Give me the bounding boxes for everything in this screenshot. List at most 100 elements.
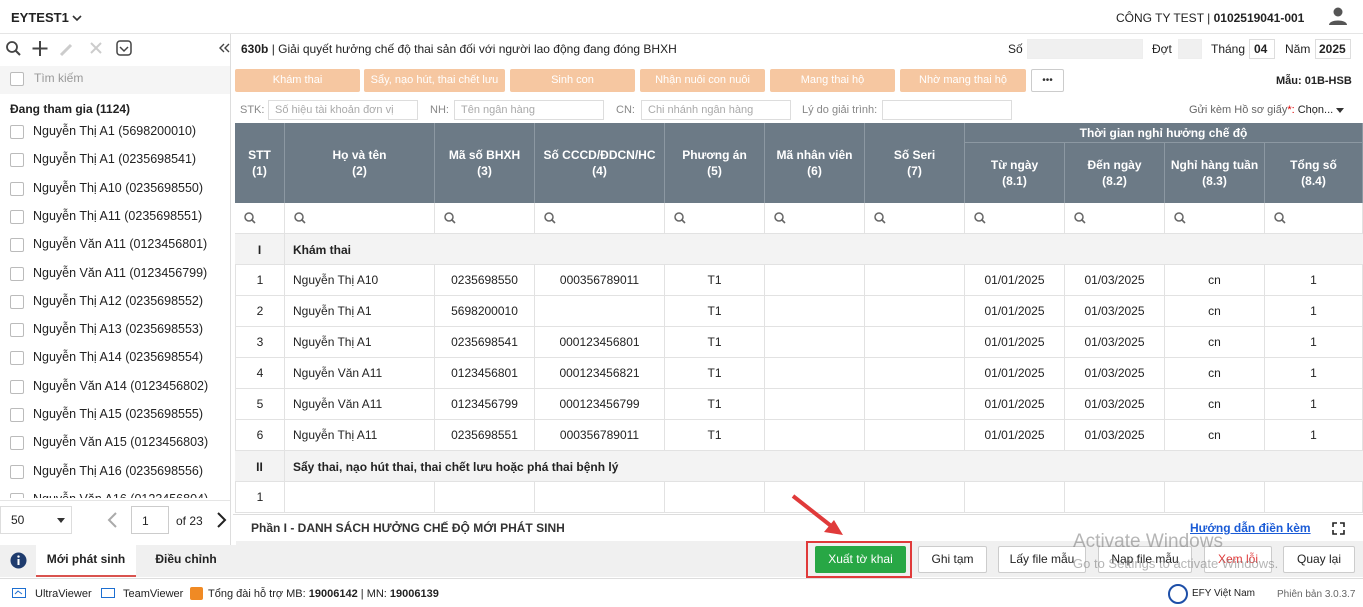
checkbox[interactable] [10, 238, 24, 253]
employee-item[interactable]: Nguyễn Văn A11 (0123456801) [33, 237, 208, 252]
table-cell[interactable]: 1 [1265, 389, 1363, 420]
table-cell[interactable]: cn [1165, 389, 1265, 420]
stk-input[interactable]: Số hiệu tài khoản đơn vị [268, 100, 418, 120]
search-icon[interactable] [6, 41, 21, 56]
table-cell[interactable]: 01/03/2025 [1065, 265, 1165, 296]
employee-item[interactable]: Nguyễn Thị A1 (5698200010) [33, 124, 197, 138]
filter-cell[interactable] [1165, 203, 1265, 234]
info-icon[interactable] [10, 552, 27, 569]
checkbox[interactable] [10, 436, 24, 451]
table-cell[interactable]: 2 [235, 296, 285, 327]
table-cell[interactable] [765, 296, 865, 327]
user-icon[interactable] [1328, 6, 1348, 26]
checkbox[interactable] [10, 181, 24, 196]
table-cell[interactable]: T1 [665, 265, 765, 296]
table-cell[interactable]: 01/03/2025 [1065, 358, 1165, 389]
table-cell[interactable]: 5 [235, 389, 285, 420]
delete-icon[interactable] [90, 42, 102, 54]
table-cell[interactable]: 1 [235, 265, 285, 296]
filter-cell[interactable] [235, 203, 285, 234]
table-cell[interactable]: 1 [1265, 327, 1363, 358]
edit-icon[interactable] [59, 43, 73, 57]
table-cell[interactable]: 01/03/2025 [1065, 327, 1165, 358]
employee-item[interactable]: Nguyễn Thị A1 (0235698541) [33, 152, 197, 167]
table-cell[interactable]: 0235698551 [435, 420, 535, 451]
table-cell[interactable]: 6 [235, 420, 285, 451]
table-cell[interactable]: Nguyễn Thị A10 [285, 265, 435, 296]
table-cell[interactable]: 01/01/2025 [965, 358, 1065, 389]
table-cell[interactable]: Nguyễn Thị A1 [285, 296, 435, 327]
table-cell[interactable]: 1 [235, 482, 285, 513]
table-cell[interactable]: 1 [1265, 420, 1363, 451]
nh-input[interactable]: Tên ngân hàng [454, 100, 604, 120]
tab-new[interactable]: Mới phát sinh [36, 545, 136, 577]
table-cell[interactable]: cn [1165, 265, 1265, 296]
checkbox[interactable] [10, 294, 24, 309]
table-cell[interactable]: Nguyễn Thị A11 [285, 420, 435, 451]
action-button[interactable]: Xem lỗi [1204, 546, 1272, 573]
table-cell[interactable]: cn [1165, 327, 1265, 358]
table-cell[interactable]: 000356789011 [535, 420, 665, 451]
checkbox[interactable] [10, 209, 24, 224]
filter-cell[interactable] [435, 203, 535, 234]
checkbox[interactable] [10, 379, 24, 394]
action-button[interactable]: Xuất tờ khai [815, 546, 906, 573]
table-cell[interactable]: 01/01/2025 [965, 296, 1065, 327]
guide-link[interactable]: Hướng dẫn điền kèm [1190, 521, 1311, 535]
ultraviewer[interactable]: UltraViewer [35, 588, 92, 600]
table-cell[interactable]: 01/03/2025 [1065, 296, 1165, 327]
action-button[interactable]: Ghi tạm [918, 546, 987, 573]
collapse-icon[interactable] [219, 43, 230, 53]
table-cell[interactable]: 000123456801 [535, 327, 665, 358]
checkbox[interactable] [10, 153, 24, 168]
table-cell[interactable] [535, 482, 665, 513]
teamviewer[interactable]: TeamViewer [123, 588, 184, 600]
section-tab[interactable]: Nhờ mang thai hộ [900, 69, 1026, 92]
table-cell[interactable]: cn [1165, 420, 1265, 451]
table-cell[interactable]: 01/03/2025 [1065, 389, 1165, 420]
table-cell[interactable]: 5698200010 [435, 296, 535, 327]
checkbox[interactable] [10, 464, 24, 479]
section-tab[interactable]: Sinh con [510, 69, 635, 92]
page-size[interactable]: 50 [0, 506, 72, 534]
checkbox[interactable] [10, 125, 24, 139]
prev-page[interactable] [106, 511, 118, 529]
checkbox[interactable] [10, 323, 24, 338]
employee-item[interactable]: Nguyễn Thị A10 (0235698550) [33, 180, 204, 195]
ly-do-input[interactable] [882, 100, 1012, 120]
action-button[interactable]: Quay lại [1283, 546, 1355, 573]
table-cell[interactable] [1265, 482, 1363, 513]
employee-item[interactable]: Nguyễn Văn A16 (0123456804) [33, 492, 208, 498]
so-input[interactable] [1027, 39, 1143, 59]
checkbox[interactable] [10, 408, 24, 422]
table-cell[interactable] [865, 482, 965, 513]
table-cell[interactable]: T1 [665, 296, 765, 327]
table-cell[interactable] [285, 482, 435, 513]
app-selector[interactable]: EYTEST1 [11, 10, 82, 25]
section-tab[interactable]: Sẩy, nạo hút, thai chết lưu [364, 69, 505, 92]
filter-cell[interactable] [1065, 203, 1165, 234]
employee-item[interactable]: Nguyễn Văn A15 (0123456803) [33, 435, 209, 450]
table-cell[interactable] [865, 420, 965, 451]
table-cell[interactable]: 1 [1265, 358, 1363, 389]
next-page[interactable] [216, 511, 228, 529]
action-button[interactable]: Lấy file mẫu [998, 546, 1086, 573]
table-cell[interactable]: T1 [665, 420, 765, 451]
fullscreen-icon[interactable] [1332, 522, 1345, 535]
table-cell[interactable]: 1 [1265, 296, 1363, 327]
table-cell[interactable]: 000123456799 [535, 389, 665, 420]
table-cell[interactable]: 3 [235, 327, 285, 358]
table-cell[interactable] [1165, 482, 1265, 513]
table-cell[interactable]: 1 [1265, 265, 1363, 296]
select-all-checkbox[interactable] [10, 72, 24, 86]
more-tabs[interactable]: ••• [1031, 69, 1064, 92]
filter-cell[interactable] [965, 203, 1065, 234]
section-tab[interactable]: Nhận nuôi con nuôi [640, 69, 765, 92]
employee-item[interactable]: Nguyễn Thị A12 (0235698552) [33, 293, 204, 308]
table-cell[interactable] [965, 482, 1065, 513]
table-cell[interactable]: 01/01/2025 [965, 389, 1065, 420]
filter-cell[interactable] [285, 203, 435, 234]
table-cell[interactable]: cn [1165, 358, 1265, 389]
table-cell[interactable]: 000123456821 [535, 358, 665, 389]
employee-item[interactable]: Nguyễn Văn A11 (0123456799) [33, 265, 208, 280]
